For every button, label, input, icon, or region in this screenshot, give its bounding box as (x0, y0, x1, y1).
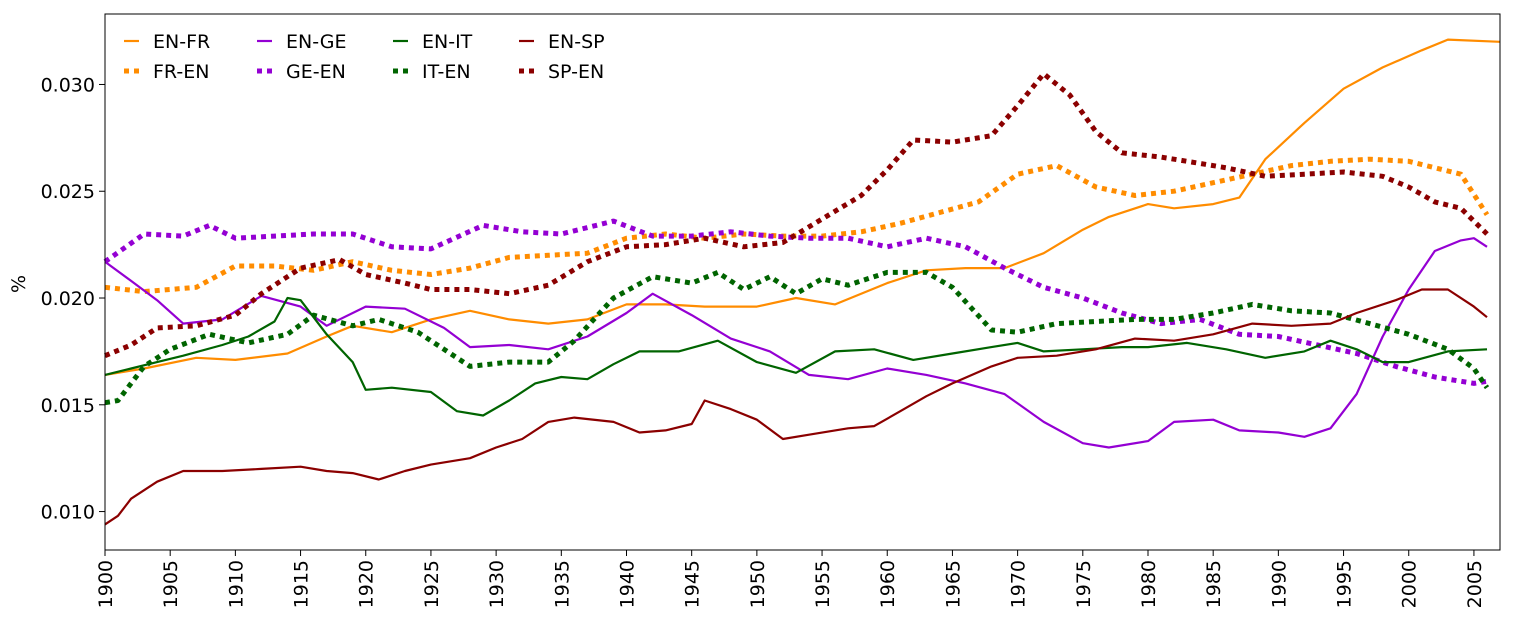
legend-item-fr-en: FR-EN (124, 61, 209, 83)
x-tick-label: 1990 (1268, 560, 1290, 608)
x-tick-label: 1980 (1138, 560, 1160, 608)
x-tick-label: 1935 (551, 560, 573, 608)
legend-label: EN-SP (548, 31, 605, 53)
x-tick-label: 1960 (877, 560, 899, 608)
x-tick-label: 1955 (812, 560, 834, 608)
legend-label: GE-EN (286, 61, 346, 83)
legend-item-sp-en: SP-EN (519, 61, 604, 83)
legend-label: EN-IT (422, 31, 473, 53)
x-axis: 1900 1905 1910 1915 1920 1925 1930 1935 1940 1945… (95, 550, 1486, 608)
y-tick-label: 0.015 (41, 395, 95, 417)
x-tick-label: 1970 (1008, 560, 1030, 608)
legend-item-ge-en: GE-EN (257, 61, 346, 83)
x-tick-label: 1995 (1334, 560, 1356, 608)
x-tick-label: 1975 (1073, 560, 1095, 608)
legend-label: EN-GE (286, 31, 347, 53)
series-line-sp-en (104, 71, 1489, 359)
legend-item-en-sp: EN-SP (519, 31, 605, 53)
x-tick-label: 1985 (1203, 560, 1225, 608)
legend-label: IT-EN (422, 61, 471, 83)
series-line-ge-en (103, 218, 1488, 386)
series-line-en-ge (104, 237, 1488, 449)
y-axis: 0.010 0.015 0.020 0.025 0.030 (41, 74, 105, 524)
y-tick-label: 0.010 (41, 502, 95, 524)
series-layer (103, 38, 1501, 526)
x-tick-label: 1965 (942, 560, 964, 608)
series-line-en-it (104, 296, 1488, 417)
y-tick-label: 0.020 (41, 288, 95, 310)
legend-label: FR-EN (153, 61, 209, 83)
x-tick-label: 1940 (616, 560, 638, 608)
series-line-it-en (104, 269, 1490, 406)
y-axis-label: % (8, 275, 30, 293)
legend-item-en-it: EN-IT (393, 31, 473, 53)
legend-item-it-en: IT-EN (393, 61, 471, 83)
x-tick-label: 1945 (682, 560, 704, 608)
y-tick-label: 0.030 (41, 74, 95, 96)
legend-item-en-ge: EN-GE (257, 31, 347, 53)
x-tick-label: 2000 (1399, 560, 1421, 608)
legend: EN-FR FR-EN EN-GE GE-EN EN-IT IT-EN EN-SP SP-EN (124, 31, 605, 83)
x-tick-label: 1915 (291, 560, 313, 608)
legend-item-en-fr: EN-FR (124, 31, 210, 53)
series-line-en-sp (104, 288, 1488, 526)
y-tick-label: 0.025 (41, 181, 95, 203)
x-tick-label: 1930 (486, 560, 508, 608)
legend-label: EN-FR (153, 31, 210, 53)
plot-frame (104, 13, 1501, 551)
x-tick-label: 1905 (160, 560, 182, 608)
x-tick-label: 1920 (356, 560, 378, 608)
x-tick-label: 1925 (421, 560, 443, 608)
x-tick-label: 1900 (95, 560, 117, 608)
legend-label: SP-EN (548, 61, 604, 83)
x-tick-label: 1910 (225, 560, 247, 608)
x-tick-label: 1950 (747, 560, 769, 608)
x-tick-label: 2005 (1464, 560, 1486, 608)
